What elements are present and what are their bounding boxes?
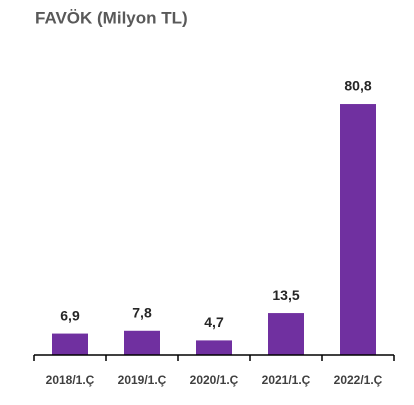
x-tick-label: 2019/1.Ç bbox=[118, 373, 167, 387]
x-tick-label: 2020/1.Ç bbox=[190, 373, 239, 387]
bar bbox=[196, 340, 232, 355]
chart-title: FAVÖK (Milyon TL) bbox=[35, 8, 188, 27]
value-label: 80,8 bbox=[344, 78, 371, 94]
value-label: 7,8 bbox=[132, 304, 152, 320]
x-tick-label: 2021/1.Ç bbox=[262, 373, 311, 387]
bar bbox=[340, 104, 376, 355]
x-tick-label: 2022/1.Ç bbox=[334, 373, 383, 387]
bar bbox=[268, 313, 304, 355]
value-label: 13,5 bbox=[272, 287, 299, 303]
bar bbox=[124, 330, 160, 355]
value-label: 6,9 bbox=[60, 307, 80, 323]
value-label: 4,7 bbox=[204, 314, 224, 330]
bar bbox=[52, 333, 88, 355]
x-tick-label: 2018/1.Ç bbox=[46, 373, 95, 387]
